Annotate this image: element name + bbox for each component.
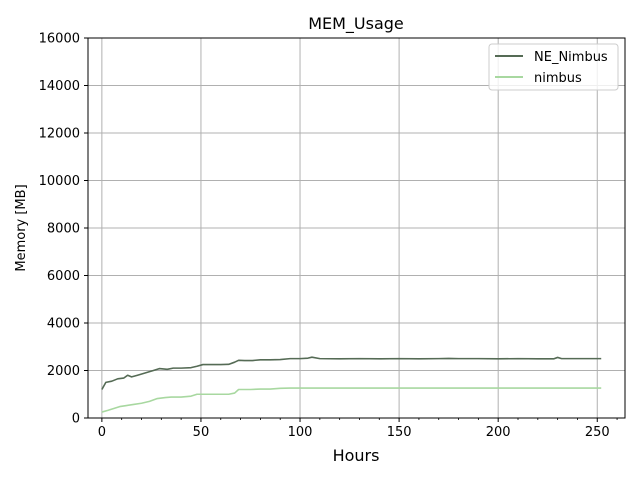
legend-label-nimbus: nimbus: [534, 71, 582, 86]
y-tick-label: 16000: [39, 32, 80, 47]
chart-title: MEM_Usage: [308, 14, 404, 34]
x-tick-label: 50: [193, 425, 210, 440]
axis-ticks: 0 50 100 150 200 250 0 2000 4000 6000 8000 10000 120…: [39, 32, 618, 440]
y-tick-label: 8000: [47, 222, 80, 237]
x-tick-label: 250: [585, 425, 610, 440]
x-tick-label: 200: [486, 425, 511, 440]
y-tick-label: 10000: [39, 174, 80, 189]
x-tick-label: 150: [387, 425, 412, 440]
x-tick-label: 0: [98, 425, 106, 440]
x-tick-label: 100: [288, 425, 313, 440]
x-axis-title: Hours: [333, 446, 380, 465]
series-line-ne-nimbus: [101, 356, 602, 390]
series-lines: [101, 356, 602, 413]
series-line-nimbus: [101, 387, 602, 413]
y-axis-title: Memory [MB]: [14, 184, 29, 271]
legend-label-ne-nimbus: NE_Nimbus: [534, 50, 608, 65]
legend: NE_Nimbus nimbus: [488, 43, 619, 91]
y-tick-label: 4000: [47, 317, 80, 332]
y-tick-label: 2000: [47, 364, 80, 379]
y-tick-label: 6000: [47, 269, 80, 284]
y-tick-label: 0: [72, 412, 80, 427]
y-tick-label: 12000: [39, 127, 80, 142]
y-tick-label: 14000: [39, 79, 80, 94]
